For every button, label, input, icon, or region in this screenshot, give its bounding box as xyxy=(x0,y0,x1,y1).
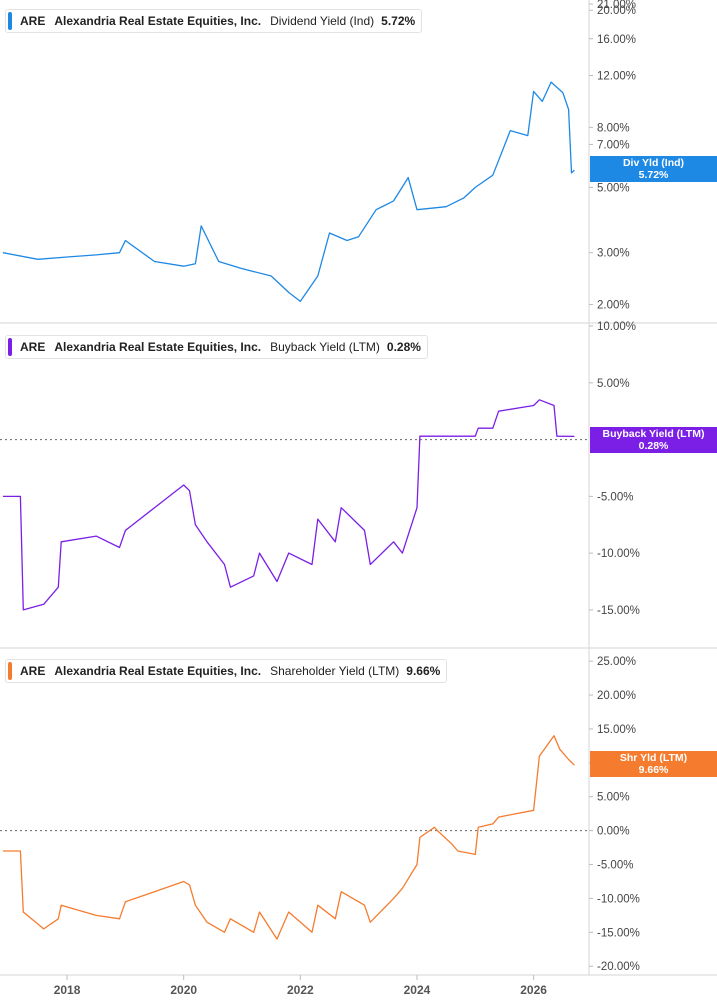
dividend-yield-ind-y-tick-label: 7.00% xyxy=(597,139,630,151)
buyback-yield-swatch xyxy=(8,338,12,356)
legend-metric: Dividend Yield (Ind) xyxy=(270,14,375,28)
x-tick-label: 2024 xyxy=(404,983,431,997)
buyback-yield-ltm-y-tick-label: -10.00% xyxy=(597,548,640,560)
shareholder-yield-ltm-y-tick-label: -10.00% xyxy=(597,893,640,905)
dividend-yield-value-tag: Div Yld (Ind) 5.72% xyxy=(590,156,717,182)
legend-company: Alexandria Real Estate Equities, Inc. xyxy=(54,340,262,354)
dividend-yield-ind-y-tick-label: 5.00% xyxy=(597,182,630,194)
x-tick-label: 2026 xyxy=(520,983,547,997)
legend-value: 5.72% xyxy=(381,14,416,28)
buyback-yield-value-tag: Buyback Yield (LTM) 0.28% xyxy=(590,427,717,453)
dividend-yield-ind-y-tick-label: 21.00% xyxy=(597,0,636,11)
tag-label: Shr Yld (LTM) xyxy=(619,752,688,764)
legend-ticker: ARE xyxy=(20,340,46,354)
dividend-yield-ind-series-line xyxy=(2,81,575,303)
shareholder-yield-ltm-y-tick-label: -15.00% xyxy=(597,927,640,939)
legend-metric: Shareholder Yield (LTM) xyxy=(270,664,400,678)
buyback-yield-ltm-y-tick-label: -5.00% xyxy=(597,491,633,503)
tag-value: 0.28% xyxy=(638,440,669,452)
legend-value: 0.28% xyxy=(386,340,421,354)
legend-ticker: ARE xyxy=(20,664,46,678)
legend-value: 9.66% xyxy=(406,664,441,678)
buyback-yield-ltm-y-tick-label: 10.00% xyxy=(597,321,636,333)
buyback-yield-ltm-y-tick-label: -15.00% xyxy=(597,605,640,617)
tag-label: Div Yld (Ind) xyxy=(622,157,685,169)
shareholder-yield-ltm-y-tick-label: 0.00% xyxy=(597,826,630,838)
x-tick-label: 2018 xyxy=(54,983,81,997)
shareholder-yield-legend: ARE Alexandria Real Estate Equities, Inc… xyxy=(5,659,448,683)
dividend-yield-ind-y-tick-label: 2.00% xyxy=(597,300,630,312)
shareholder-yield-ltm-y-tick-label: 20.00% xyxy=(597,690,636,702)
shareholder-yield-ltm-y-tick-label: -5.00% xyxy=(597,860,633,872)
shareholder-yield-ltm-y-tick-label: -20.00% xyxy=(597,961,640,973)
shareholder-yield-swatch xyxy=(8,662,12,680)
x-tick-label: 2020 xyxy=(170,983,197,997)
legend-metric: Buyback Yield (LTM) xyxy=(270,340,380,354)
dividend-yield-swatch xyxy=(8,12,12,30)
legend-company: Alexandria Real Estate Equities, Inc. xyxy=(54,14,262,28)
shareholder-yield-ltm-y-tick-label: 5.00% xyxy=(597,792,630,804)
shareholder-yield-ltm-y-tick-label: 25.00% xyxy=(597,656,636,668)
dividend-yield-ind-y-tick-label: 3.00% xyxy=(597,248,630,260)
shareholder-yield-value-tag: Shr Yld (LTM) 9.66% xyxy=(590,751,717,777)
legend-ticker: ARE xyxy=(20,14,46,28)
buyback-yield-ltm-y-tick-label: 5.00% xyxy=(597,378,630,390)
tag-label: Buyback Yield (LTM) xyxy=(602,428,705,440)
buyback-yield-legend: ARE Alexandria Real Estate Equities, Inc… xyxy=(5,335,428,359)
buyback-yield-ltm-series-line xyxy=(2,399,575,611)
shareholder-yield-ltm-series-line xyxy=(2,735,575,940)
dividend-yield-ind-y-tick-label: 8.00% xyxy=(597,122,630,134)
dividend-yield-ind-y-tick-label: 20.00% xyxy=(597,5,636,17)
shareholder-yield-ltm-y-tick-label: 15.00% xyxy=(597,724,636,736)
tag-value: 5.72% xyxy=(638,169,669,181)
dividend-yield-ind-y-tick-label: 16.00% xyxy=(597,34,636,46)
dividend-yield-legend: ARE Alexandria Real Estate Equities, Inc… xyxy=(5,9,423,33)
tag-value: 9.66% xyxy=(638,764,669,776)
dividend-yield-ind-y-tick-label: 12.00% xyxy=(597,71,636,83)
x-tick-label: 2022 xyxy=(287,983,314,997)
legend-company: Alexandria Real Estate Equities, Inc. xyxy=(54,664,262,678)
